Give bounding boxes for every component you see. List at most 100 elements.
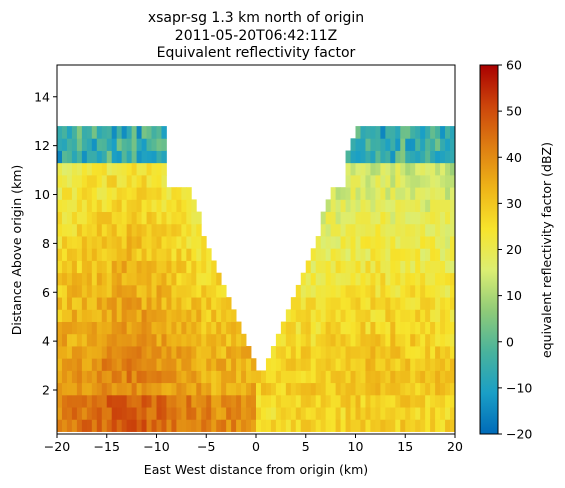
reflectivity-cell xyxy=(375,309,381,322)
reflectivity-cell xyxy=(81,394,88,408)
reflectivity-cell xyxy=(156,333,162,347)
reflectivity-cell xyxy=(86,162,93,176)
reflectivity-cell xyxy=(76,321,83,335)
reflectivity-cell xyxy=(101,272,108,286)
reflectivity-cell xyxy=(101,419,108,432)
reflectivity-cell xyxy=(405,199,411,213)
reflectivity-cell xyxy=(340,309,346,322)
reflectivity-cell xyxy=(440,419,446,432)
reflectivity-cell xyxy=(450,260,455,274)
reflectivity-cell xyxy=(171,199,177,213)
reflectivity-cell xyxy=(360,419,366,432)
reflectivity-cell xyxy=(116,272,123,286)
reflectivity-cell xyxy=(415,138,421,151)
reflectivity-cell xyxy=(330,370,336,384)
reflectivity-cell xyxy=(206,382,212,396)
reflectivity-cell xyxy=(146,211,152,225)
colorbar-tick-label: 20 xyxy=(506,242,522,257)
reflectivity-cell xyxy=(121,260,128,274)
reflectivity-cell xyxy=(211,309,217,322)
reflectivity-cell xyxy=(181,211,187,225)
reflectivity-cell xyxy=(395,199,401,213)
reflectivity-cell xyxy=(106,187,113,200)
reflectivity-cell xyxy=(350,150,356,164)
reflectivity-cell xyxy=(315,370,322,384)
reflectivity-cell xyxy=(131,236,138,249)
reflectivity-cell xyxy=(181,358,187,371)
reflectivity-cell xyxy=(181,272,187,286)
reflectivity-cell xyxy=(151,162,157,176)
reflectivity-cell xyxy=(66,236,73,249)
reflectivity-cell xyxy=(450,248,455,261)
reflectivity-cell xyxy=(106,236,113,249)
reflectivity-cell xyxy=(91,297,98,310)
reflectivity-cell xyxy=(440,358,446,371)
reflectivity-cell xyxy=(196,346,202,359)
reflectivity-cell xyxy=(181,297,187,310)
reflectivity-cell xyxy=(375,236,381,249)
reflectivity-cell xyxy=(236,358,242,371)
reflectivity-cell xyxy=(330,236,336,249)
reflectivity-cell xyxy=(360,309,366,322)
reflectivity-cell xyxy=(385,358,391,371)
reflectivity-cell xyxy=(440,333,446,347)
reflectivity-cell xyxy=(410,382,416,396)
reflectivity-cell xyxy=(440,297,446,310)
reflectivity-cell xyxy=(330,358,336,371)
reflectivity-cell xyxy=(415,187,421,200)
reflectivity-cell xyxy=(390,150,396,164)
reflectivity-cell xyxy=(66,199,73,213)
reflectivity-cell xyxy=(191,419,197,432)
reflectivity-cell xyxy=(121,174,128,188)
reflectivity-cell xyxy=(375,407,381,420)
reflectivity-cell xyxy=(176,297,182,310)
reflectivity-cell xyxy=(221,321,227,335)
reflectivity-cell xyxy=(221,370,227,384)
reflectivity-cell xyxy=(305,260,312,274)
reflectivity-cell xyxy=(350,382,356,396)
reflectivity-cell xyxy=(156,199,162,213)
reflectivity-cell xyxy=(116,223,123,237)
reflectivity-cell xyxy=(405,162,411,176)
reflectivity-cell xyxy=(360,346,366,359)
reflectivity-cell xyxy=(425,272,431,286)
reflectivity-cell xyxy=(445,370,451,384)
reflectivity-cell xyxy=(201,297,207,310)
reflectivity-cell xyxy=(71,162,78,176)
reflectivity-cell xyxy=(136,211,142,225)
reflectivity-cell xyxy=(370,407,376,420)
reflectivity-cell xyxy=(76,346,83,359)
reflectivity-cell xyxy=(216,346,222,359)
reflectivity-cell xyxy=(390,407,396,420)
reflectivity-cell xyxy=(375,321,381,335)
reflectivity-cell xyxy=(345,236,351,249)
reflectivity-cell xyxy=(151,284,157,298)
reflectivity-cell xyxy=(181,346,187,359)
reflectivity-cell xyxy=(216,321,222,335)
reflectivity-cell xyxy=(350,309,356,322)
reflectivity-cell xyxy=(241,370,247,384)
reflectivity-cell xyxy=(126,382,133,396)
reflectivity-cell xyxy=(221,382,227,396)
reflectivity-cell xyxy=(86,248,93,261)
reflectivity-cell xyxy=(176,211,182,225)
reflectivity-cell xyxy=(81,382,88,396)
reflectivity-cell xyxy=(415,419,421,432)
reflectivity-cell xyxy=(116,199,123,213)
reflectivity-cell xyxy=(101,174,108,188)
reflectivity-cell xyxy=(126,211,133,225)
reflectivity-cell xyxy=(365,138,371,151)
reflectivity-cell xyxy=(340,284,346,298)
reflectivity-cell xyxy=(430,187,436,200)
reflectivity-cell xyxy=(186,199,192,213)
reflectivity-cell xyxy=(116,419,123,432)
reflectivity-cell xyxy=(81,211,88,225)
reflectivity-cell xyxy=(101,211,108,225)
reflectivity-cell xyxy=(66,211,73,225)
reflectivity-cell xyxy=(355,260,361,274)
reflectivity-cell xyxy=(106,272,113,286)
reflectivity-cell xyxy=(340,260,346,274)
reflectivity-cell xyxy=(385,309,391,322)
reflectivity-cell xyxy=(345,248,351,261)
reflectivity-cell xyxy=(196,272,202,286)
